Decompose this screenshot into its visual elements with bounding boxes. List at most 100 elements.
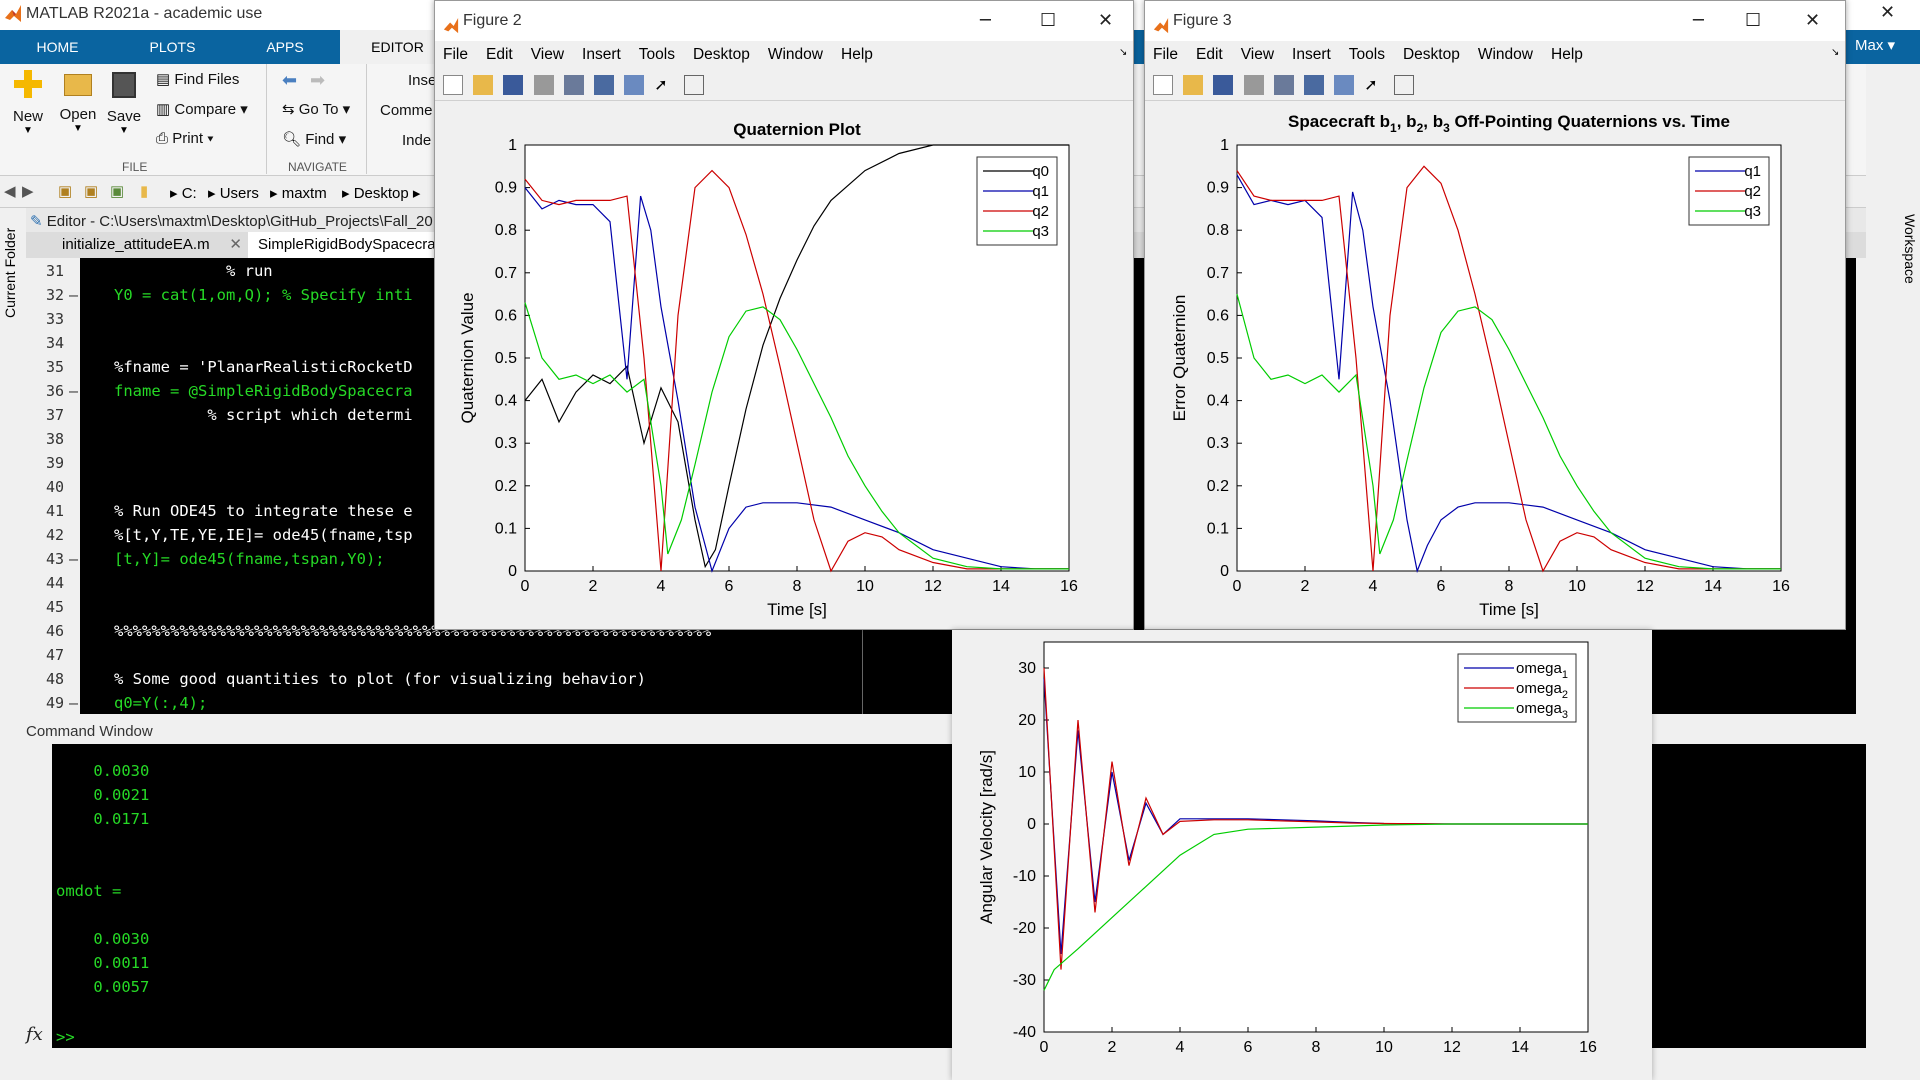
property-inspector-icon[interactable] xyxy=(684,75,705,95)
code-line[interactable]: q0=Y(:,4); xyxy=(114,694,208,712)
close-tab-icon[interactable]: ✕ xyxy=(229,236,242,253)
comment-button[interactable]: Comme xyxy=(380,102,433,119)
code-line[interactable]: % Run ODE45 to integrate these e xyxy=(114,502,413,520)
insert-button[interactable]: Inse xyxy=(408,72,437,89)
print-figure-icon[interactable] xyxy=(533,75,554,95)
insert-legend-icon[interactable] xyxy=(624,75,645,95)
tab-apps[interactable]: APPS xyxy=(266,39,304,55)
code-line[interactable]: % script which determi xyxy=(114,406,413,424)
property-inspector-icon[interactable] xyxy=(1394,75,1415,95)
path-segment[interactable]: ▸ Desktop ▸ xyxy=(342,185,421,202)
save-figure-icon[interactable] xyxy=(1213,75,1234,95)
editor-scrollbar[interactable] xyxy=(1856,258,1866,714)
workspace-tab[interactable]: Workspace xyxy=(1902,214,1918,284)
chart-angular-velocity[interactable]: 0 2 4 6 8 10 12 14 16-40-30-20-100102030Angular … xyxy=(952,630,1652,1080)
new-button[interactable]: New ▼ xyxy=(8,70,48,136)
menu-desktop[interactable]: Desktop xyxy=(692,46,750,63)
folder-tree-icon[interactable]: ▣ xyxy=(110,183,125,200)
maximize-icon[interactable]: ☐ xyxy=(1040,10,1057,31)
insert-colorbar-icon[interactable] xyxy=(1303,75,1324,95)
menu-edit[interactable]: Edit xyxy=(485,46,513,63)
menu-tools[interactable]: Tools xyxy=(1348,46,1385,63)
dock-arrow-icon[interactable]: ↘ xyxy=(1831,47,1840,58)
tab-initialize-attitude[interactable]: initialize_attitudeEA.m ✕ xyxy=(52,232,248,258)
forward-arrow-icon[interactable]: ➡ xyxy=(310,70,326,90)
menu-tools[interactable]: Tools xyxy=(638,46,675,63)
legend-box[interactable] xyxy=(976,156,1058,246)
menu-view[interactable]: View xyxy=(1240,46,1275,63)
code-line[interactable]: fname = @SimpleRigidBodySpacecra xyxy=(114,382,413,400)
folder-up-icon[interactable]: ▣ xyxy=(58,183,73,200)
open-file-icon[interactable] xyxy=(1183,75,1204,95)
left-dock-strip: Current Folder xyxy=(0,208,26,1080)
menu-window[interactable]: Window xyxy=(1477,46,1533,63)
save-figure-icon[interactable] xyxy=(503,75,524,95)
line-number: 46 xyxy=(45,622,64,640)
tab-plots[interactable]: PLOTS xyxy=(149,39,196,55)
print-figure-icon[interactable] xyxy=(1243,75,1264,95)
compare-button[interactable]: ▥ Compare ▾ xyxy=(156,101,248,118)
new-figure-icon[interactable] xyxy=(443,75,463,95)
menu-help[interactable]: Help xyxy=(841,46,873,63)
path-segment[interactable]: ▸ maxtm xyxy=(270,185,327,202)
menu-view[interactable]: View xyxy=(530,46,565,63)
find-button[interactable]: 🔍︎ Find ▾ xyxy=(282,131,347,148)
code-line[interactable]: Y0 = cat(1,om,Q); % Specify inti xyxy=(114,286,413,304)
menu-desktop[interactable]: Desktop xyxy=(1402,46,1460,63)
legend-label: q3 xyxy=(1032,223,1049,240)
new-figure-icon[interactable] xyxy=(1153,75,1173,95)
menu-file[interactable]: File xyxy=(1153,46,1178,63)
close-icon[interactable]: ✕ xyxy=(1805,10,1821,31)
find-files-button[interactable]: ▤ Find Files xyxy=(156,70,239,88)
user-menu[interactable]: Max ▾ xyxy=(1855,36,1895,54)
breakpoint-marker[interactable]: – xyxy=(68,382,78,400)
command-prompt[interactable]: >> xyxy=(56,1028,75,1046)
save-button[interactable]: Save ▼ xyxy=(104,70,144,136)
chart-off-pointing-quaternions[interactable]: 0 2 4 6 8 10 12 14 1600.10.20.30.40.50.60.70.80.… xyxy=(1145,101,1845,629)
back-arrow-icon[interactable]: ⬅ xyxy=(282,70,298,90)
menu-insert[interactable]: Insert xyxy=(1292,46,1331,63)
go-to-button[interactable]: ⇆ Go To ▾ xyxy=(282,101,351,118)
breakpoint-marker[interactable]: – xyxy=(68,286,78,304)
open-file-icon[interactable] xyxy=(473,75,494,95)
line-number: 42 xyxy=(45,526,64,544)
open-button[interactable]: Open ▼ xyxy=(56,70,100,134)
tab-simple-rigid-body[interactable]: SimpleRigidBodySpacecra xyxy=(248,232,448,258)
current-folder-tab[interactable]: Current Folder xyxy=(2,227,18,318)
dock-arrow-icon[interactable]: ↘ xyxy=(1119,47,1128,58)
link-plot-icon[interactable] xyxy=(1273,75,1294,95)
minimize-icon[interactable]: ─ xyxy=(980,10,991,31)
tab-home[interactable]: HOME xyxy=(36,39,79,55)
code-area[interactable]: 31 % run 32– Y0 = cat(1,om,Q); % Specify i… xyxy=(26,258,1866,714)
insert-colorbar-icon[interactable] xyxy=(593,75,614,95)
code-line[interactable]: % Some good quantities to plot (for visu… xyxy=(114,670,646,688)
forward-arrow-icon[interactable]: ▶ xyxy=(22,183,34,200)
chart-quaternion-plot[interactable]: 0 2 4 6 8 10 12 14 16 0 0.1 0.2 0.3 0.4 0.5 0.6 0.7 0.8 0.… xyxy=(435,101,1133,629)
pointer-icon[interactable]: ➚ xyxy=(654,77,668,94)
close-window-icon[interactable]: ✕ xyxy=(1880,2,1896,23)
maximize-icon[interactable]: ☐ xyxy=(1745,10,1762,31)
browse-folder-icon[interactable]: ▣ xyxy=(84,183,99,200)
minimize-icon[interactable]: ─ xyxy=(1693,10,1704,31)
menu-edit[interactable]: Edit xyxy=(1195,46,1223,63)
code-line[interactable]: %fname = 'PlanarRealisticRocketD xyxy=(114,358,413,376)
menu-window[interactable]: Window xyxy=(767,46,823,63)
menu-file[interactable]: File xyxy=(443,46,468,63)
print-button[interactable]: ⎙ Print ▾ xyxy=(156,130,214,147)
indent-button[interactable]: Inde xyxy=(402,132,432,149)
menu-insert[interactable]: Insert xyxy=(582,46,621,63)
code-line[interactable]: % run xyxy=(114,262,273,280)
menu-help[interactable]: Help xyxy=(1551,46,1583,63)
link-plot-icon[interactable] xyxy=(563,75,584,95)
code-line[interactable]: [t,Y]= ode45(fname,tspan,Y0); xyxy=(114,550,385,568)
insert-legend-icon[interactable] xyxy=(1334,75,1355,95)
fx-icon[interactable]: fx xyxy=(26,1024,43,1045)
back-arrow-icon[interactable]: ◀ xyxy=(4,183,16,200)
pointer-icon[interactable]: ➚ xyxy=(1364,77,1378,94)
close-icon[interactable]: ✕ xyxy=(1098,10,1114,31)
breakpoint-marker[interactable]: – xyxy=(68,694,78,712)
path-segment[interactable]: ▸ Users xyxy=(208,185,259,202)
path-segment[interactable]: ▸ C: xyxy=(170,185,197,202)
breakpoint-marker[interactable]: – xyxy=(68,550,78,568)
code-line[interactable]: %[t,Y,TE,YE,IE]= ode45(fname,tsp xyxy=(114,526,413,544)
